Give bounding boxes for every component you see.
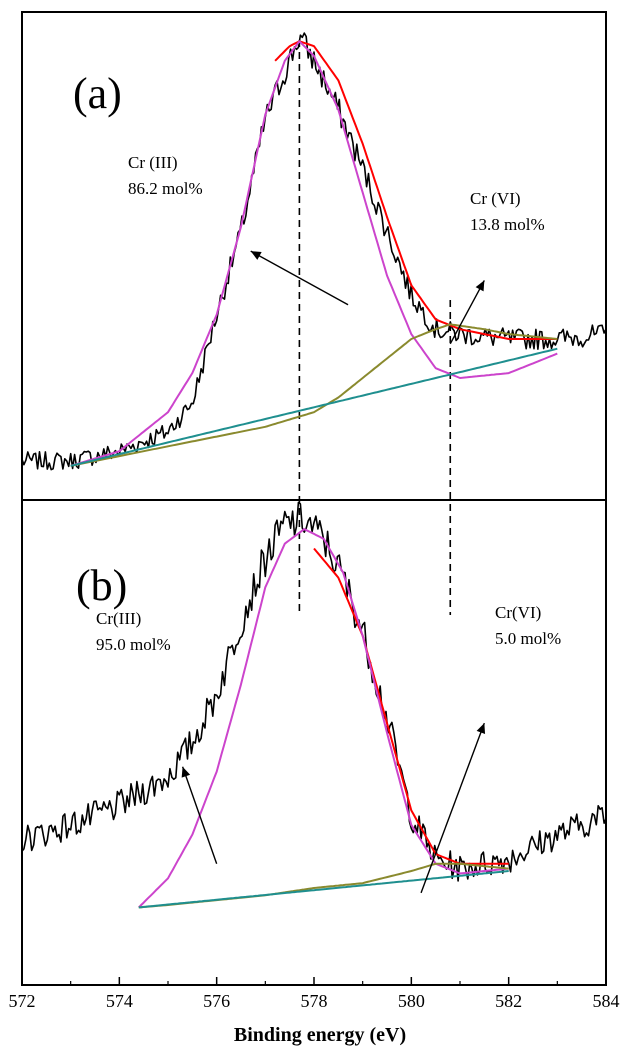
x-tick-label: 576 [203, 991, 230, 1011]
series-line-2 [138, 528, 509, 909]
reference-lines [298, 40, 452, 615]
panel-label: (a) [73, 69, 122, 118]
annotation-species: Cr (VI) [470, 189, 521, 208]
x-tick-label: 582 [495, 991, 522, 1011]
series-line-1 [274, 40, 558, 340]
annotation-arrow [449, 280, 485, 345]
panel-a: (a) Cr (III) 86.2 mol% Cr (VI) 13.8 mol% [21, 32, 607, 471]
series-line-4 [70, 347, 558, 467]
annotation-percent: 95.0 mol% [96, 635, 171, 654]
x-tick-label: 572 [9, 991, 36, 1011]
series-line-1 [313, 547, 509, 865]
plot-frame [21, 11, 607, 986]
x-tick-label: 578 [301, 991, 328, 1011]
annotation-species: Cr (III) [128, 153, 178, 172]
annotation-species: Cr(III) [96, 609, 141, 628]
annotation-arrowhead [181, 766, 191, 778]
x-axis: 572 574 576 578 580 582 584 [9, 977, 620, 1011]
annotation-percent: 13.8 mol% [470, 215, 545, 234]
x-tick-label: 580 [398, 991, 425, 1011]
x-tick-label: 574 [106, 991, 133, 1011]
series-line-3 [70, 323, 558, 467]
panel-b: (b)Cr(III) 95.0 mol% Cr(VI) 5.0 mol% [21, 501, 607, 909]
panel-label: (b) [76, 561, 127, 610]
annotation-species: Cr(VI) [495, 603, 541, 622]
annotation-arrow [420, 722, 485, 894]
annotation-arrowhead [250, 251, 262, 260]
plot-border [21, 11, 607, 986]
annotation-arrowhead [475, 280, 485, 292]
series-line-2 [70, 40, 558, 467]
annotation-arrow [250, 250, 349, 306]
annotation-percent: 5.0 mol% [495, 629, 561, 648]
annotation-percent: 86.2 mol% [128, 179, 203, 198]
x-tick-label: 584 [593, 991, 620, 1011]
series-line-4 [138, 870, 509, 909]
annotation-arrowhead [476, 723, 486, 735]
x-axis-label: Binding energy (eV) [234, 1024, 406, 1046]
series-line-0 [21, 501, 607, 882]
annotation-arrow [181, 766, 218, 864]
